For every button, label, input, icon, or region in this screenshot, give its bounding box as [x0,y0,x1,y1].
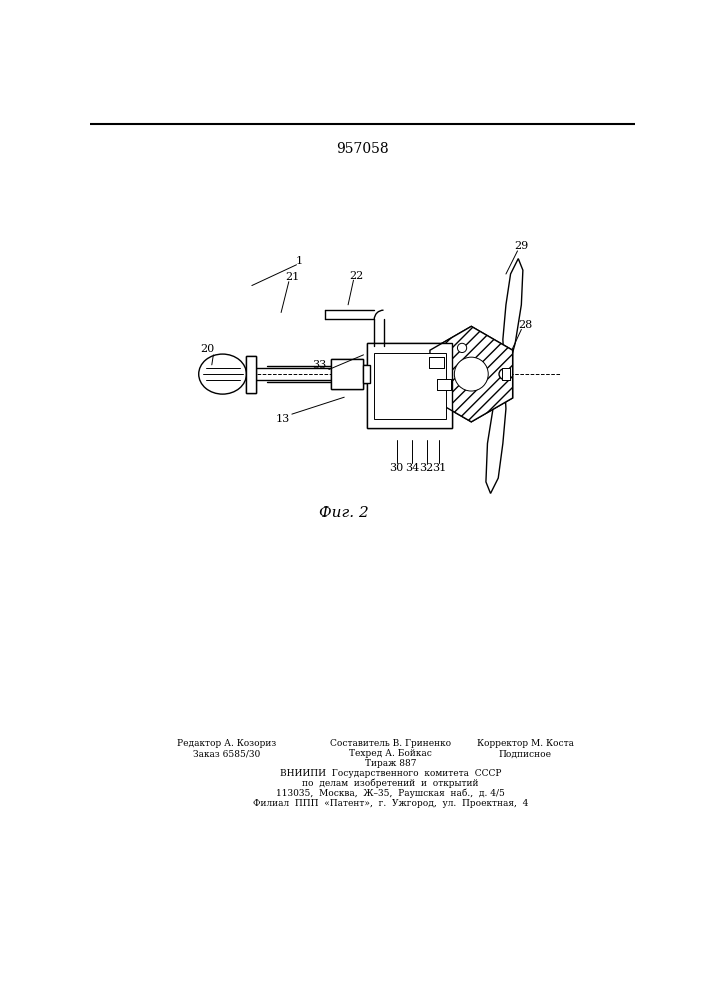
Bar [368,343,452,428]
Text: 28: 28 [518,320,532,330]
Bar [429,357,444,368]
Text: 21: 21 [285,272,299,282]
Text: Подписное: Подписное [498,749,551,758]
Bar [331,359,363,389]
Text: 20: 20 [200,344,214,354]
Polygon shape [486,377,506,493]
Bar [373,353,446,419]
Bar [502,368,510,380]
Text: 34: 34 [405,463,419,473]
Text: 31: 31 [432,463,446,473]
Bar [437,379,450,389]
Bar [429,357,444,368]
Text: 113035,  Москва,  Ж–35,  Раушская  наб.,  д. 4/5: 113035, Москва, Ж–35, Раушская наб., д. … [276,789,505,798]
Bar [331,359,363,389]
Text: ВНИИПИ  Государственного  комитета  СССР: ВНИИПИ Государственного комитета СССР [280,769,501,778]
Text: Фиг. 2: Фиг. 2 [320,506,369,520]
Text: Редактор А. Козориз: Редактор А. Козориз [177,739,276,748]
Text: 957058: 957058 [336,142,388,156]
Bar [502,368,510,380]
Polygon shape [430,326,513,422]
Text: 13: 13 [276,414,290,424]
Text: 29: 29 [514,241,528,251]
Bar [363,365,370,383]
Circle shape [455,357,489,391]
Bar [368,343,452,428]
Text: Техред А. Бойкас: Техред А. Бойкас [349,749,432,758]
Bar [363,365,370,383]
Text: 22: 22 [349,271,363,281]
Text: Заказ 6585/30: Заказ 6585/30 [193,749,260,758]
Text: 32: 32 [419,463,434,473]
Text: Филиал  ППП  «Патент»,  г.  Ужгород,  ул.  Проектная,  4: Филиал ППП «Патент», г. Ужгород, ул. Про… [253,799,528,808]
Bar [437,379,450,389]
Text: по  делам  изобретений  и  открытий: по делам изобретений и открытий [302,779,479,788]
Polygon shape [430,326,513,422]
Circle shape [457,343,467,353]
Text: Составитель В. Гриненко: Составитель В. Гриненко [330,739,451,748]
Text: 30: 30 [390,463,404,473]
Text: Тираж 887: Тираж 887 [365,759,416,768]
Text: Корректор М. Коста: Корректор М. Коста [477,739,573,748]
Polygon shape [503,259,523,371]
Circle shape [499,369,510,379]
Text: 1: 1 [296,256,303,266]
Text: 33: 33 [312,360,327,370]
Bar [246,356,257,393]
Bar [246,356,257,393]
Ellipse shape [199,354,247,394]
